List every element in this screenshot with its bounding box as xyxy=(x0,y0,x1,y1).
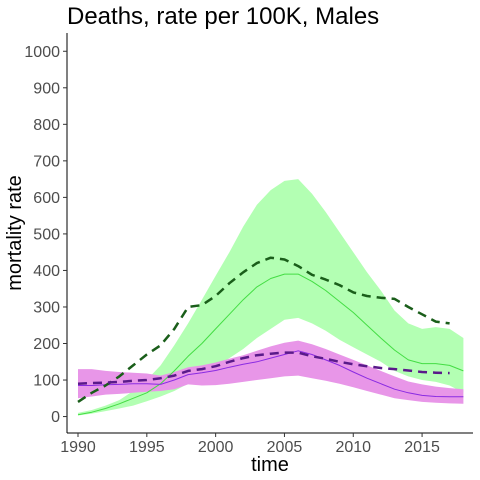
y-tick-label: 300 xyxy=(33,299,60,316)
y-axis-ticks: 0 100 200 300 400 500 600 700 800 900 1000 xyxy=(24,44,67,426)
y-tick-label: 200 xyxy=(33,336,60,353)
y-tick-label: 700 xyxy=(33,153,60,170)
series-line-3 xyxy=(78,350,464,398)
y-tick-label: 600 xyxy=(33,190,60,207)
y-tick-label: 500 xyxy=(33,226,60,243)
y-tick-label: 0 xyxy=(51,409,60,426)
confidence-band-0 xyxy=(78,179,464,416)
x-axis-ticks: 1990 1995 2000 2005 2010 2015 xyxy=(60,433,440,456)
x-axis-title: time xyxy=(251,454,289,476)
confidence-band-1 xyxy=(78,340,464,404)
series-layer xyxy=(77,179,464,416)
x-tick-label: 2000 xyxy=(198,439,234,456)
x-tick-label: 2005 xyxy=(267,439,303,456)
x-tick-label: 1990 xyxy=(60,439,96,456)
dashed-series-line-5 xyxy=(77,351,450,385)
y-tick-label: 800 xyxy=(33,117,60,134)
x-tick-label: 2015 xyxy=(404,439,440,456)
y-axis-title: mortality rate xyxy=(4,175,26,291)
x-tick-label: 1995 xyxy=(129,439,165,456)
y-tick-label: 900 xyxy=(33,80,60,97)
plot-area xyxy=(77,179,464,416)
y-tick-label: 100 xyxy=(33,373,60,390)
x-tick-label: 2010 xyxy=(335,439,371,456)
y-tick-label: 1000 xyxy=(24,44,60,61)
chart-title: Deaths, rate per 100K, Males xyxy=(67,3,379,30)
y-tick-label: 400 xyxy=(33,263,60,280)
series-line-2 xyxy=(77,273,464,416)
